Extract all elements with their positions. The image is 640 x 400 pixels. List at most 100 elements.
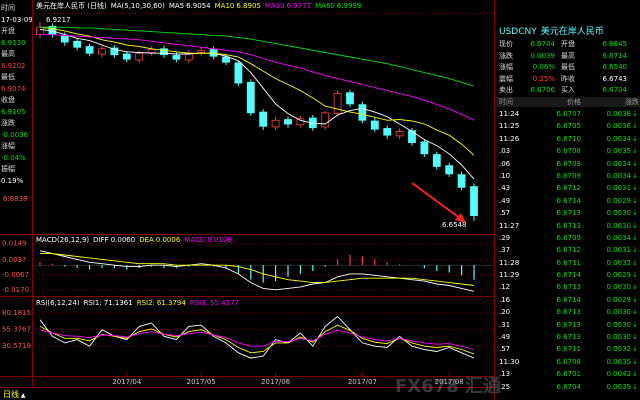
y-tick-label: 0.0149 bbox=[2, 240, 27, 248]
candle-body bbox=[408, 130, 416, 144]
watermark: FX678 汇通 bbox=[395, 376, 502, 397]
chart-title: 美元在岸人民币 (日线) bbox=[36, 2, 107, 10]
info-label: 涨幅 bbox=[1, 142, 15, 150]
trade-row: .10 6.6709 0.0034 bbox=[495, 170, 640, 182]
instrument-name: 美元在岸人民币 bbox=[540, 27, 604, 37]
trade-price: 6.6708 bbox=[556, 147, 582, 156]
column-header: 时间 bbox=[499, 98, 513, 106]
indicator-label: MA(5,10,30,60) bbox=[110, 2, 165, 10]
trade-time: .57 bbox=[499, 345, 511, 354]
trade-row: .57 6.6713 0.0030 bbox=[495, 207, 640, 219]
trade-row: .25 6.6704 0.0039 bbox=[495, 381, 640, 393]
legend-reading: 6.8905 bbox=[236, 2, 261, 10]
trade-time: 11:27 bbox=[499, 221, 520, 230]
quote-label: 买入 bbox=[561, 86, 575, 94]
candle-body bbox=[395, 131, 404, 137]
trade-change: 0.0032 bbox=[606, 345, 632, 354]
candle-body bbox=[296, 118, 305, 126]
trade-time: .10 bbox=[499, 171, 511, 180]
trade-change: 0.0029 bbox=[606, 196, 632, 205]
trade-price: 6.6701 bbox=[556, 370, 582, 379]
trade-price: 6.6709 bbox=[556, 171, 582, 180]
candle-body bbox=[135, 52, 144, 61]
trade-time: .06 bbox=[499, 159, 511, 168]
trade-price: 6.6714 bbox=[556, 271, 582, 280]
candle-body bbox=[259, 111, 268, 127]
quote-label: 开盘 bbox=[561, 40, 575, 48]
candle-body bbox=[246, 81, 255, 114]
trade-row: .29 6.6709 0.0034 bbox=[495, 232, 640, 244]
trade-price: 6.6707 bbox=[556, 110, 582, 118]
trade-row: .16 6.6714 0.0029 bbox=[495, 294, 640, 306]
y-tick-label: 55.3767 bbox=[2, 325, 31, 333]
trade-list: 11:24 6.6707 0.0038 11:25 6.6705 0.0036 11:26 6… bbox=[495, 108, 640, 393]
candle-body bbox=[110, 47, 119, 56]
trade-row: 11:28 6.6711 0.0032 bbox=[495, 257, 640, 269]
quote-value: 0.0039 bbox=[530, 51, 556, 60]
trade-change: 0.0036 bbox=[606, 122, 632, 131]
trade-row: .37 6.6712 0.0031 bbox=[495, 244, 640, 256]
candle-body bbox=[147, 49, 156, 53]
quote-label: 涨幅 bbox=[499, 63, 513, 71]
indicator-label: RSI(6,12,24) bbox=[36, 299, 80, 307]
trade-change: 0.0030 bbox=[606, 320, 632, 329]
trade-row: .06 6.6709 0.0034 bbox=[495, 158, 640, 170]
candle-body bbox=[321, 112, 330, 128]
x-tick-label: 2017/08 bbox=[435, 378, 464, 386]
annotation-arrowhead bbox=[455, 213, 466, 223]
quote-value: 6.6714 bbox=[602, 51, 628, 60]
trade-change: 0.0030 bbox=[606, 209, 632, 218]
info-value: 17-03-09 bbox=[1, 15, 32, 24]
trade-time: .12 bbox=[499, 283, 511, 292]
period-selector[interactable]: 日线 bbox=[3, 389, 26, 400]
trade-change: 0.0039 bbox=[606, 382, 632, 391]
trade-row: .49 6.6713 0.0030 bbox=[495, 331, 640, 343]
trade-row: .49 6.6714 0.0029 bbox=[495, 195, 640, 207]
candle-body bbox=[160, 48, 168, 56]
trade-row: 11:30 6.6708 0.0035 bbox=[495, 356, 640, 368]
candle-body bbox=[284, 119, 292, 125]
x-tick-label: 2017/05 bbox=[187, 378, 216, 386]
trade-time: .43 bbox=[499, 184, 511, 193]
trade-time: 11:25 bbox=[499, 122, 520, 131]
trade-price: 6.6712 bbox=[556, 184, 582, 193]
trade-time: 11:29 bbox=[499, 271, 520, 280]
trade-change: 0.0030 bbox=[606, 333, 632, 342]
info-label: 最高 bbox=[1, 50, 15, 58]
quote-label: 现价 bbox=[499, 40, 513, 48]
annotation-arrow bbox=[411, 182, 462, 220]
trade-change: 0.0034 bbox=[606, 159, 632, 168]
trade-change: 0.0029 bbox=[606, 271, 632, 280]
trade-price: 6.6708 bbox=[556, 357, 582, 366]
symbol: USDCNY bbox=[499, 27, 537, 37]
trade-change: 0.0034 bbox=[606, 134, 632, 143]
macd-header: MACD(26,12,9) DIFF 0.0060 DEA 0.0006 MACD 0.01… bbox=[36, 236, 236, 245]
trade-row: 11:25 6.6705 0.0036 bbox=[495, 120, 640, 132]
quote-label: 昨收 bbox=[561, 74, 575, 83]
candle-body bbox=[370, 120, 379, 130]
trade-change: 0.0030 bbox=[606, 283, 632, 292]
trade-row: .20 6.6713 0.0030 bbox=[495, 306, 640, 318]
rsi-header: RSI(6,12,24) RSI1: 71.1361 RSI2: 61.3794 RSI3… bbox=[36, 299, 243, 308]
candle-body bbox=[60, 35, 69, 43]
trade-price: 6.6712 bbox=[556, 246, 582, 255]
trade-time: .16 bbox=[499, 295, 511, 304]
trade-row: .43 6.6712 0.0031 bbox=[495, 182, 640, 194]
trade-price: 6.6711 bbox=[556, 345, 582, 354]
legend-name: MA10 bbox=[214, 2, 235, 10]
trade-price: 6.6713 bbox=[556, 221, 582, 230]
info-value: 6.9130 bbox=[1, 38, 26, 47]
trade-price: 6.6713 bbox=[556, 320, 582, 329]
candle-body bbox=[271, 119, 280, 128]
trade-change: 0.0035 bbox=[606, 147, 632, 156]
trade-price: 6.6713 bbox=[556, 209, 582, 218]
quote-value: 6.6704 bbox=[602, 86, 628, 94]
legend-reading: 71.1361 bbox=[103, 299, 133, 307]
info-value: -0.0036 bbox=[1, 130, 29, 139]
ma-line bbox=[40, 26, 475, 87]
candle-body bbox=[420, 141, 429, 155]
trade-change: 0.0030 bbox=[606, 308, 632, 317]
info-label: 收盘 bbox=[1, 96, 15, 104]
x-tick-label: 2017/04 bbox=[112, 378, 142, 386]
candle-body bbox=[85, 46, 94, 54]
